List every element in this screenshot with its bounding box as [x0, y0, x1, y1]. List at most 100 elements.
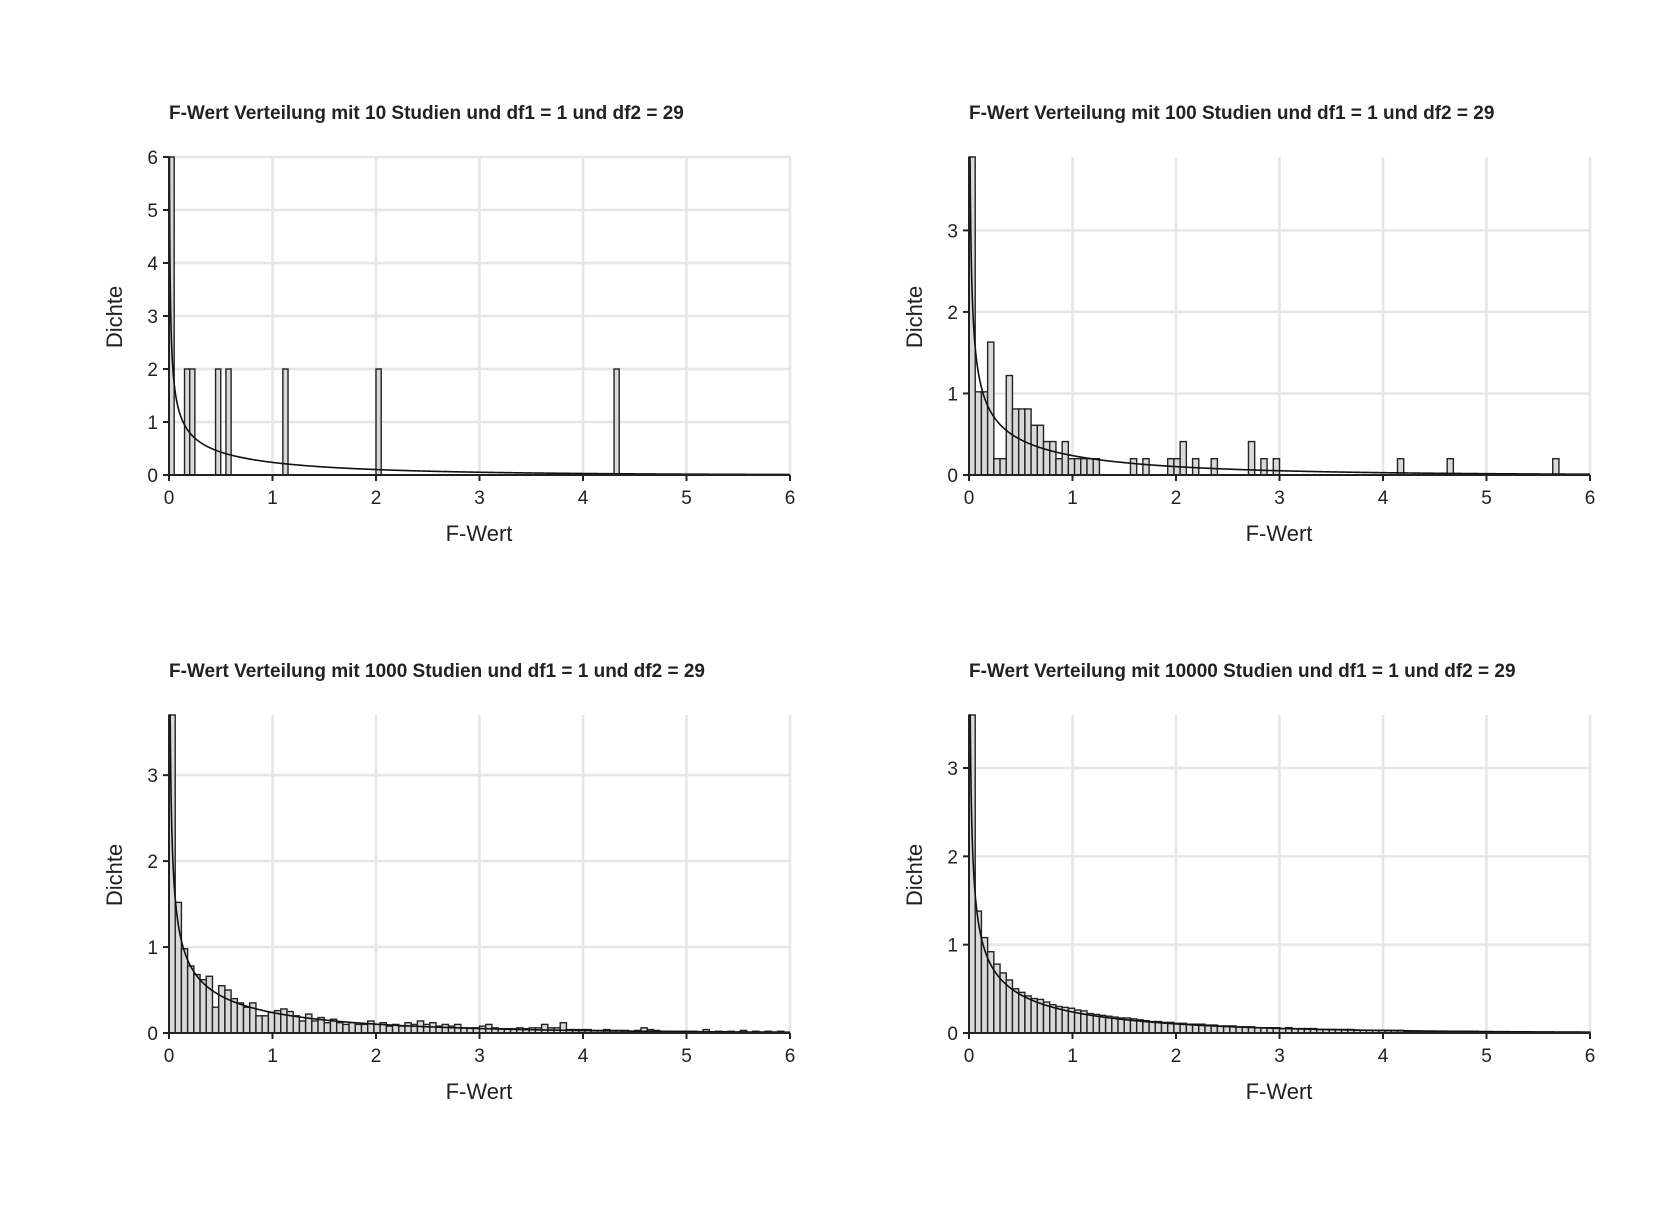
histogram-bar — [1042, 440, 1051, 476]
x-tick-label: 0 — [964, 488, 975, 509]
histogram-bar — [1210, 457, 1219, 476]
histogram-bar — [354, 1023, 363, 1034]
x-tick-label: 6 — [785, 1046, 796, 1067]
density-curve — [969, 714, 1591, 1033]
histogram-bar — [217, 985, 226, 1034]
histogram-bars — [968, 156, 1560, 476]
y-tick-label: 2 — [147, 360, 158, 381]
y-tick-label: 3 — [147, 307, 158, 328]
panel-100-studien: F-Wert Verteilung mit 100 Studien und df… — [902, 103, 1595, 546]
y-tick-label: 0 — [947, 466, 958, 487]
panel-10-studien: F-Wert Verteilung mit 10 Studien und df1… — [102, 103, 795, 546]
panel-10000-studien: F-Wert Verteilung mit 10000 Studien und … — [902, 661, 1595, 1104]
y-tick-label: 1 — [947, 936, 958, 957]
x-tick-label: 6 — [1585, 488, 1596, 509]
histogram-bar — [236, 1002, 245, 1034]
x-tick-label: 4 — [578, 488, 589, 509]
x-tick-label: 3 — [1274, 1046, 1285, 1067]
histogram-bar — [298, 1020, 307, 1034]
histogram-bar — [1142, 457, 1150, 476]
histogram-bar — [1148, 1020, 1156, 1034]
histogram-bar — [398, 1025, 406, 1034]
histogram-bar — [242, 1006, 251, 1034]
histogram-bar — [188, 368, 196, 476]
x-tick-label: 4 — [578, 1046, 589, 1067]
histogram-bar — [1260, 457, 1268, 476]
panel-1000-studien: F-Wert Verteilung mit 1000 Studien und d… — [102, 661, 795, 1104]
x-tick-label: 1 — [267, 488, 278, 509]
x-tick-label: 1 — [1067, 1046, 1078, 1067]
y-tick-label: 1 — [147, 413, 158, 434]
x-tick-label: 4 — [1378, 1046, 1389, 1067]
histogram-bar — [1011, 408, 1020, 476]
x-tick-label: 2 — [371, 488, 382, 509]
histogram-bar — [375, 368, 382, 476]
y-axis-label: Dichte — [102, 286, 127, 348]
histogram-bar — [1024, 995, 1032, 1034]
histogram-bar — [1086, 1012, 1094, 1034]
y-axis-label: Dichte — [902, 286, 927, 348]
histogram-bar — [1446, 457, 1455, 476]
x-tick-label: 5 — [681, 1046, 692, 1067]
histogram-bar — [335, 1021, 344, 1034]
panel-title: F-Wert Verteilung mit 100 Studien und df… — [969, 103, 1494, 124]
histogram-bar — [267, 1011, 276, 1034]
y-tick-label: 0 — [147, 1024, 158, 1045]
gridlines — [969, 715, 1592, 1033]
histogram-bar — [1036, 424, 1045, 476]
x-tick-label: 0 — [964, 1046, 975, 1067]
histogram-bar — [230, 997, 239, 1034]
x-tick-label: 3 — [474, 1046, 485, 1067]
histogram-bar — [993, 457, 1001, 476]
y-tick-label: 3 — [147, 766, 158, 787]
histogram-bar — [1011, 988, 1020, 1034]
histogram-bar — [1552, 457, 1560, 476]
histogram-bar — [183, 368, 191, 476]
y-tick-label: 5 — [147, 201, 158, 222]
x-axis-label: F-Wert — [1246, 521, 1313, 546]
histogram-bar — [205, 975, 214, 1034]
axes: 0 1 2 3 4 5 6 0 1 2 3 — [947, 157, 1595, 509]
y-tick-label: 3 — [947, 221, 958, 242]
x-axis-label: F-Wert — [446, 521, 513, 546]
histogram-bar — [367, 1020, 375, 1034]
histogram-bar — [1055, 1005, 1063, 1034]
histogram-bar — [348, 1021, 356, 1034]
histogram-bars — [168, 714, 785, 1034]
density-curve — [168, 156, 790, 476]
x-tick-label: 2 — [371, 1046, 382, 1067]
histogram-bar — [1092, 457, 1101, 476]
histogram-bar — [404, 1021, 412, 1034]
density-curve — [969, 156, 1591, 476]
x-tick-label: 3 — [1274, 488, 1285, 509]
y-tick-label: 0 — [147, 466, 158, 487]
histogram-bar — [1049, 1004, 1057, 1034]
x-tick-label: 0 — [164, 1046, 175, 1067]
histogram-bar — [255, 1015, 263, 1034]
histogram-bar — [282, 368, 289, 476]
histogram-bar — [999, 457, 1007, 476]
histogram-bar — [1005, 374, 1014, 476]
x-tick-label: 6 — [1585, 1046, 1596, 1067]
x-tick-label: 3 — [474, 488, 485, 509]
histogram-bar — [1055, 457, 1063, 476]
histogram-bar — [1030, 997, 1039, 1034]
density-curve — [169, 714, 790, 1033]
panel-title: F-Wert Verteilung mit 10000 Studien und … — [969, 661, 1516, 682]
histogram-bar — [1092, 1013, 1101, 1034]
histogram-bar — [441, 1023, 450, 1034]
histogram-bar — [304, 1013, 313, 1034]
histogram-bar — [478, 1025, 487, 1034]
y-axis-label: Dichte — [902, 844, 927, 906]
histogram-bar — [1049, 440, 1057, 476]
x-tick-label: 6 — [785, 488, 796, 509]
histogram-bar — [311, 1020, 319, 1034]
x-axis-label: F-Wert — [446, 1079, 513, 1104]
histogram-bar — [214, 368, 222, 476]
axes: 0 1 2 3 4 5 6 0 1 2 3 — [947, 715, 1595, 1067]
y-tick-label: 2 — [947, 847, 958, 868]
histogram-bar — [186, 965, 195, 1034]
axes: 0 1 2 3 4 5 6 0 1 2 3 4 5 6 — [147, 148, 795, 509]
